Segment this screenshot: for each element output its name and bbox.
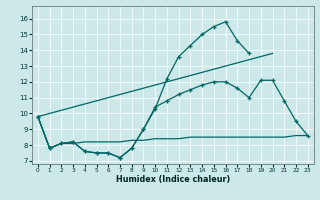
X-axis label: Humidex (Indice chaleur): Humidex (Indice chaleur): [116, 175, 230, 184]
